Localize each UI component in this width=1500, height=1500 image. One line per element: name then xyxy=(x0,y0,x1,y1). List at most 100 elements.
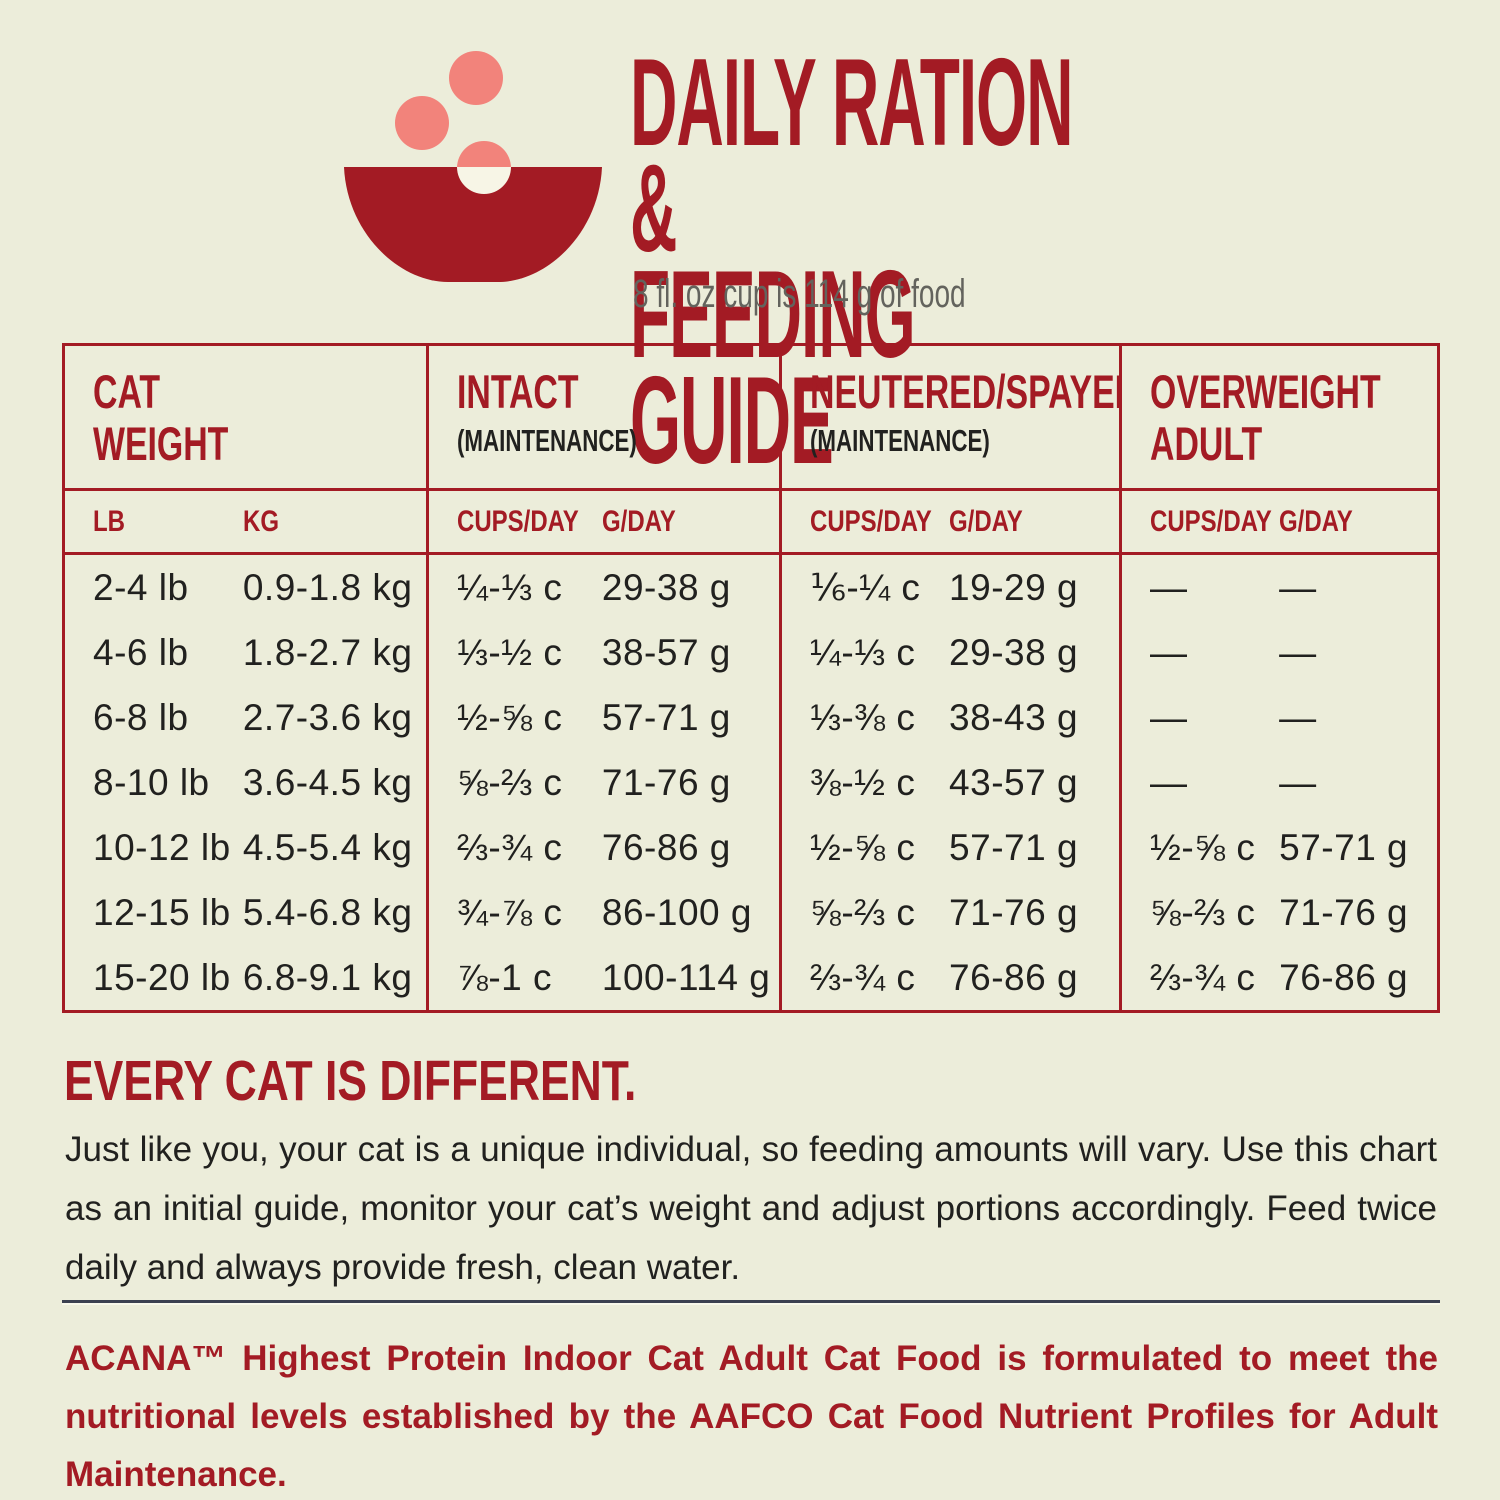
table-row: — — xyxy=(1150,750,1437,815)
cat-weight-kg: 3.6-4.5 kg xyxy=(242,761,413,803)
table-row: 8-10 lb 3.6-4.5 kg xyxy=(93,750,426,815)
table-row: ⅙-¼ c 19-29 g xyxy=(810,555,1119,620)
cat-weight-lb: 12-15 lb xyxy=(93,891,231,933)
bowl-logo xyxy=(344,51,602,282)
cat-weight-lb: 6-8 lb xyxy=(93,696,189,738)
intact-grams: 76-86 g xyxy=(601,826,731,868)
table-row: 4-6 lb 1.8-2.7 kg xyxy=(93,620,426,685)
neutered-cups: ⅙-¼ c xyxy=(810,567,921,608)
body-column-intact: ¼-⅓ c 29-38 g ⅓-½ c 38-57 g ½-⅝ c 57-71 g ⅝… xyxy=(429,555,782,1010)
intact-grams: 29-38 g xyxy=(601,566,731,608)
subheader-intact: CUPS/DAY G/DAY xyxy=(429,491,782,555)
column-title: INTACT xyxy=(457,365,579,418)
table-row: ⅔-¾ c 76-86 g xyxy=(1150,945,1437,1010)
cat-weight-kg: 2.7-3.6 kg xyxy=(242,696,413,738)
neutered-cups: ⅔-¾ c xyxy=(810,956,916,998)
neutered-cups: ¼-⅓ c xyxy=(810,631,916,673)
neutered-grams: 29-38 g xyxy=(949,631,1079,673)
table-row: ½-⅝ c 57-71 g xyxy=(1150,815,1437,880)
table-row: ⅓-⅜ c 38-43 g xyxy=(810,685,1119,750)
table-row: ⅔-¾ c 76-86 g xyxy=(457,815,779,880)
overweight-cups: ⅔-¾ c xyxy=(1150,956,1256,998)
subheader-cups-day: CUPS/DAY xyxy=(1150,504,1272,538)
cat-weight-kg: 4.5-5.4 kg xyxy=(242,826,413,868)
table-row: 12-15 lb 5.4-6.8 kg xyxy=(93,880,426,945)
page-title: DAILY RATION & FEEDING GUIDE xyxy=(630,34,1074,490)
table-row: 2-4 lb 0.9-1.8 kg xyxy=(93,555,426,620)
kibble-dot-icon xyxy=(449,51,503,105)
neutered-cups: ½-⅝ c xyxy=(810,826,916,868)
table-row: ⅝-⅔ c 71-76 g xyxy=(1150,880,1437,945)
overweight-cups: — xyxy=(1150,696,1188,738)
intact-cups: ⅔-¾ c xyxy=(457,826,563,868)
subheader-neutered: CUPS/DAY G/DAY xyxy=(782,491,1122,555)
column-header-cat-weight: CAT WEIGHT xyxy=(65,346,429,491)
neutered-grams: 57-71 g xyxy=(949,826,1079,868)
table-row: 6-8 lb 2.7-3.6 kg xyxy=(93,685,426,750)
overweight-cups: — xyxy=(1150,631,1188,673)
bowl-icon xyxy=(344,167,602,282)
intact-cups: ½-⅝ c xyxy=(457,696,563,738)
neutered-cups: ⅜-½ c xyxy=(810,761,916,803)
footer-heading: EVERY CAT IS DIFFERENT. xyxy=(64,1049,637,1113)
overweight-cups: ½-⅝ c xyxy=(1150,826,1256,868)
overweight-grams: — xyxy=(1279,696,1317,738)
footer-paragraph: Just like you, your cat is a unique indi… xyxy=(65,1130,1437,1287)
kibble-dot-icon xyxy=(457,141,511,168)
table-row: — — xyxy=(1150,555,1437,620)
table-row: ¼-⅓ c 29-38 g xyxy=(457,555,779,620)
table-row: ½-⅝ c 57-71 g xyxy=(457,685,779,750)
body-column-neutered: ⅙-¼ c 19-29 g ¼-⅓ c 29-38 g ⅓-⅜ c 38-43 g ⅜… xyxy=(782,555,1122,1010)
table-row: — — xyxy=(1150,620,1437,685)
cat-weight-lb: 4-6 lb xyxy=(93,631,189,673)
subheader-cups-day: CUPS/DAY xyxy=(810,504,932,538)
subheader-g-day: G/DAY xyxy=(1279,504,1353,538)
neutered-grams: 71-76 g xyxy=(949,891,1079,933)
subheader-g-day: G/DAY xyxy=(601,504,676,538)
overweight-grams: — xyxy=(1279,761,1317,803)
overweight-grams: 57-71 g xyxy=(1279,826,1409,868)
neutered-grams: 76-86 g xyxy=(949,956,1079,998)
neutered-grams: 19-29 g xyxy=(949,566,1079,608)
subheader-cat-weight: LB KG xyxy=(65,491,429,555)
cat-weight-lb: 10-12 lb xyxy=(93,826,231,868)
overweight-grams: 71-76 g xyxy=(1279,891,1409,933)
overweight-grams: 76-86 g xyxy=(1279,956,1409,998)
cup-conversion-note: 8 fl. oz cup is 114 g of food xyxy=(633,272,966,316)
table-row: ¾-⅞ c 86-100 g xyxy=(457,880,779,945)
cat-weight-kg: 5.4-6.8 kg xyxy=(242,891,413,933)
table-row: ¼-⅓ c 29-38 g xyxy=(810,620,1119,685)
subheader-kg: KG xyxy=(242,504,279,538)
intact-grams: 71-76 g xyxy=(601,761,731,803)
table-row: ⅓-½ c 38-57 g xyxy=(457,620,779,685)
intact-cups: ¼-⅓ c xyxy=(457,566,563,608)
intact-grams: 38-57 g xyxy=(601,631,731,673)
neutered-cups: ⅝-⅔ c xyxy=(810,891,916,933)
cat-weight-kg: 1.8-2.7 kg xyxy=(242,631,413,673)
subheader-g-day: G/DAY xyxy=(949,504,1023,538)
intact-grams: 57-71 g xyxy=(601,696,731,738)
column-subtitle: (MAINTENANCE) xyxy=(457,423,637,458)
body-column-cat-weight: 2-4 lb 0.9-1.8 kg 4-6 lb 1.8-2.7 kg 6-8 lb… xyxy=(65,555,429,1010)
intact-grams: 86-100 g xyxy=(601,891,752,933)
body-column-overweight: — — — — — — — — ½-⅝ c 57-71 g ⅝-⅔ c 71-76 g ⅔-… xyxy=(1122,555,1437,1010)
table-row: 10-12 lb 4.5-5.4 kg xyxy=(93,815,426,880)
overweight-grams: — xyxy=(1279,631,1317,673)
cat-weight-lb: 8-10 lb xyxy=(93,761,210,803)
kibble-dot-cutout-icon xyxy=(457,167,511,194)
overweight-cups: — xyxy=(1150,566,1188,608)
column-header-neutered-spayed: NEUTERED/SPAYED (MAINTENANCE) xyxy=(782,346,1122,491)
table-row: ⅞-1 c 100-114 g xyxy=(457,945,779,1010)
column-header-overweight-adult: OVERWEIGHT ADULT xyxy=(1122,346,1437,491)
feeding-table: CAT WEIGHT INTACT (MAINTENANCE) NEUTERED… xyxy=(62,343,1440,1013)
aafco-statement: ACANA™ Highest Protein Indoor Cat Adult … xyxy=(65,1339,1438,1494)
subheader-cups-day: CUPS/DAY xyxy=(457,504,579,538)
cat-weight-lb: 2-4 lb xyxy=(93,566,189,608)
overweight-cups: ⅝-⅔ c xyxy=(1150,891,1256,933)
table-row: — — xyxy=(1150,685,1437,750)
column-title: OVERWEIGHT ADULT xyxy=(1150,365,1381,470)
overweight-cups: — xyxy=(1150,761,1188,803)
table-row: ½-⅝ c 57-71 g xyxy=(810,815,1119,880)
intact-cups: ⅝-⅔ c xyxy=(457,761,563,803)
